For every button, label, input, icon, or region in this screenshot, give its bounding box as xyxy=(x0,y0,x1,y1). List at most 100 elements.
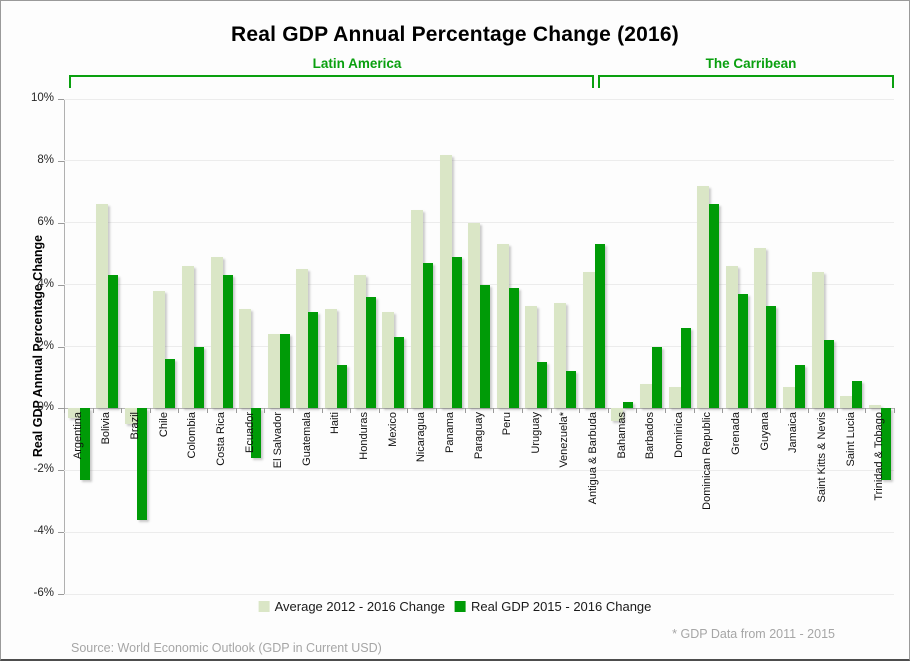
gridline xyxy=(64,98,894,100)
y-tick-label: 0% xyxy=(37,401,54,414)
category-tick xyxy=(636,408,638,414)
avg-bar xyxy=(439,154,452,409)
country-label: Brazil xyxy=(129,412,142,440)
category-tick xyxy=(779,408,781,414)
avg-bar xyxy=(496,244,509,409)
gdp-bar xyxy=(451,256,462,409)
category-tick xyxy=(865,408,867,414)
category-tick xyxy=(207,408,209,414)
gridline xyxy=(64,469,894,471)
category-tick xyxy=(894,408,895,414)
avg-bar xyxy=(239,309,252,409)
gridline xyxy=(64,160,894,162)
gdp-bar xyxy=(823,340,834,409)
y-tick-mark xyxy=(58,346,64,348)
gdp-bar xyxy=(308,312,319,409)
category-tick xyxy=(321,408,323,414)
country-label: Trinidad & Tobago xyxy=(873,412,886,501)
gdp-bar xyxy=(880,408,891,480)
category-tick xyxy=(808,408,810,414)
avg-bar xyxy=(811,272,824,409)
y-tick-label: -4% xyxy=(33,525,54,538)
gdp-bar xyxy=(795,365,806,409)
avg-bar xyxy=(153,290,166,409)
country-label: Haiti xyxy=(329,412,342,435)
country-label: Saint Kitts & Nevis xyxy=(815,412,828,503)
gdp-bar xyxy=(680,327,691,409)
y-tick-label: 8% xyxy=(37,153,54,166)
footnote: * GDP Data from 2011 - 2015 xyxy=(672,627,835,641)
category-tick xyxy=(579,408,581,414)
avg-bar xyxy=(181,266,194,409)
category-tick xyxy=(550,408,552,414)
y-tick-mark xyxy=(58,408,64,410)
y-tick-label: 4% xyxy=(37,277,54,290)
gdp-bar xyxy=(165,358,176,409)
avg-bar xyxy=(697,185,710,409)
gdp-bar xyxy=(279,334,290,409)
category-tick xyxy=(436,408,438,414)
country-label: Colombia xyxy=(186,412,199,459)
country-label: Dominican Republic xyxy=(701,412,714,510)
category-tick xyxy=(350,408,352,414)
plot-area xyxy=(64,98,895,595)
country-label: Chile xyxy=(157,412,170,438)
country-label: Mexico xyxy=(386,412,399,447)
gridline xyxy=(64,531,894,533)
gdp-bar xyxy=(852,380,863,409)
gdp-bar xyxy=(222,275,233,409)
country-label: El Salvador xyxy=(272,412,285,469)
legend-item-average: Average 2012 - 2016 Change xyxy=(258,599,445,614)
avg-bar xyxy=(868,405,881,409)
country-label: Paraguay xyxy=(472,412,485,460)
category-tick xyxy=(121,408,123,414)
gdp-bar xyxy=(136,408,147,520)
country-label: Argentina xyxy=(71,412,84,460)
gdp-bar xyxy=(337,365,348,409)
avg-bar xyxy=(325,309,338,409)
country-label: Peru xyxy=(501,412,514,436)
country-label: Bolivia xyxy=(100,412,113,445)
avg-bar xyxy=(468,222,481,409)
avg-bar xyxy=(525,306,538,409)
category-tick xyxy=(693,408,695,414)
avg-bar xyxy=(725,266,738,409)
avg-bar xyxy=(840,396,853,409)
legend: Average 2012 - 2016 Change Real GDP 2015… xyxy=(258,599,652,614)
gdp-bar xyxy=(480,284,491,409)
gdp-bar xyxy=(537,361,548,409)
avg-bar xyxy=(554,303,567,409)
group-label-caribbean: The Carribean xyxy=(705,56,797,71)
legend-item-real-gdp: Real GDP 2015 - 2016 Change xyxy=(454,599,652,614)
category-tick xyxy=(407,408,409,414)
country-label: Nicaragua xyxy=(415,412,428,463)
y-tick-label: -2% xyxy=(33,463,54,476)
chart-title: Real GDP Annual Percentage Change (2016) xyxy=(231,23,679,46)
avg-bar xyxy=(67,408,80,418)
country-label: Antigua & Barbuda xyxy=(586,412,599,505)
caribbean-bracket xyxy=(598,75,894,88)
category-tick xyxy=(750,408,752,414)
country-label: Honduras xyxy=(358,412,371,460)
country-label: Uruguay xyxy=(529,412,542,454)
gdp-bar xyxy=(709,204,720,409)
y-tick-mark xyxy=(58,594,64,595)
category-tick xyxy=(722,408,724,414)
category-tick xyxy=(264,408,266,414)
latin-america-bracket xyxy=(69,75,594,88)
gdp-bar xyxy=(651,346,662,409)
country-label: Ecuador xyxy=(243,412,256,453)
y-tick-mark xyxy=(58,222,64,224)
country-label: Guyana xyxy=(758,412,771,451)
real-gdp-series-swatch xyxy=(454,601,466,612)
average-series-swatch xyxy=(258,601,270,612)
legend-label-real-gdp: Real GDP 2015 - 2016 Change xyxy=(470,599,652,614)
gdp-bar xyxy=(508,287,519,409)
country-label: Grenada xyxy=(730,412,743,455)
country-label: Saint Lucia xyxy=(844,412,857,467)
group-label-latin-america: Latin America xyxy=(312,56,402,71)
y-tick-mark xyxy=(58,470,64,472)
category-tick xyxy=(836,408,838,414)
avg-bar xyxy=(124,408,137,424)
